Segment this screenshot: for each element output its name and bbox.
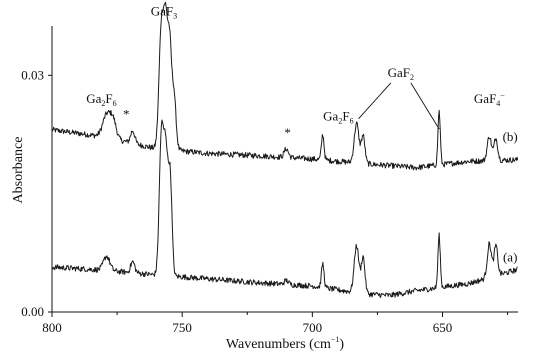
- axes-layer: 800 750 700 650 0.00 0.03 Wavenumbers (cm−1) Ab…: [11, 26, 518, 352]
- x-tick-label: 700: [303, 320, 323, 335]
- x-tick-label: 650: [433, 320, 453, 335]
- gaf2-pointer-left: [358, 82, 392, 120]
- y-tick-label: 0.00: [21, 304, 44, 319]
- annotation-ga2f6-left: Ga2F6: [86, 91, 116, 108]
- x-axis-title: Wavenumbers (cm−1): [226, 335, 345, 352]
- spectra-layer: [51, 1, 519, 298]
- annotation-label-b: (b): [503, 129, 518, 144]
- annotation-star-mid: *: [284, 125, 291, 140]
- x-tick-label: 800: [42, 320, 62, 335]
- annotations-layer: Ga2F6 * GaF3 * Ga2F6 GaF2 GaF4− (b) (a): [86, 3, 518, 264]
- annotation-gaf4: GaF4−: [474, 91, 505, 108]
- gaf2-pointer-right: [410, 82, 440, 130]
- spectrum-line-b: [51, 1, 519, 171]
- annotation-gaf2: GaF2: [388, 65, 414, 82]
- annotation-label-a: (a): [503, 250, 517, 265]
- annotation-star-left: *: [123, 107, 130, 122]
- annotation-gaf3: GaF3: [151, 3, 177, 20]
- annotation-ga2f6-right: Ga2F6: [323, 108, 353, 125]
- spectrum-line-a: [51, 119, 518, 298]
- y-tick-label: 0.03: [21, 67, 44, 82]
- x-tick-label: 750: [172, 320, 192, 335]
- y-axis-title: Absorbance: [11, 137, 26, 204]
